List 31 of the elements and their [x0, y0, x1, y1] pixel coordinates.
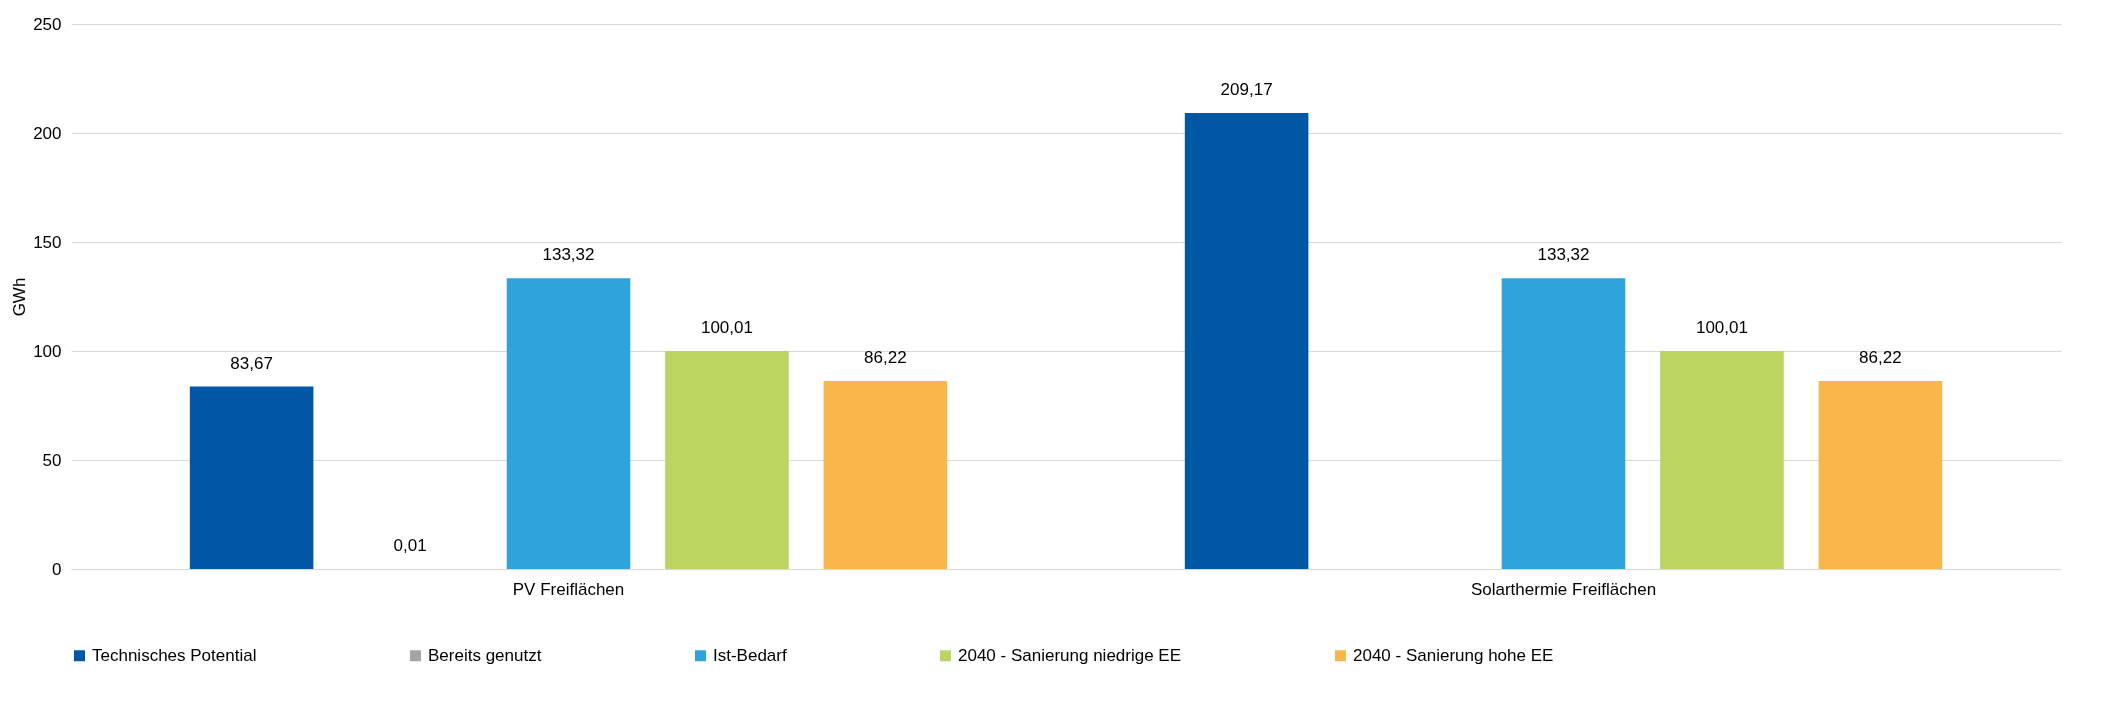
legend-label: 2040 - Sanierung niedrige EE — [958, 645, 1182, 665]
x-tick-label: PV Freiflächen — [512, 579, 625, 599]
data-label: 133,32 — [1537, 245, 1590, 265]
bar — [506, 278, 631, 569]
y-tick-label: 150 — [33, 232, 62, 252]
y-tick-label: 250 — [33, 14, 62, 34]
data-label: 133,32 — [542, 245, 595, 265]
y-tick-label: 50 — [42, 450, 62, 470]
data-label: 100,01 — [700, 317, 753, 337]
x-tick-label: Solarthermie Freiflächen — [1470, 579, 1657, 599]
bar — [823, 381, 948, 569]
legend-label: Ist-Bedarf — [713, 645, 787, 665]
legend-label: 2040 - Sanierung hohe EE — [1353, 645, 1554, 665]
legend-label: Technisches Potential — [92, 645, 257, 665]
bar — [1184, 113, 1309, 569]
bar — [1501, 278, 1626, 569]
y-tick-label: 200 — [33, 123, 62, 143]
bar — [1818, 381, 1943, 569]
data-label: 83,67 — [230, 353, 273, 373]
data-label: 100,01 — [1695, 317, 1748, 337]
y-axis-title: GWh — [10, 277, 30, 317]
data-label: 86,22 — [864, 348, 907, 368]
data-label: 86,22 — [1859, 348, 1902, 368]
bar — [665, 350, 789, 569]
y-tick-label: 100 — [33, 341, 62, 361]
y-tick-label: 0 — [52, 559, 62, 579]
data-label: 209,17 — [1220, 80, 1273, 100]
bar — [1660, 350, 1784, 569]
bar — [189, 386, 314, 569]
data-label: 0,01 — [393, 535, 427, 555]
legend-label: Bereits genutzt — [428, 645, 542, 665]
